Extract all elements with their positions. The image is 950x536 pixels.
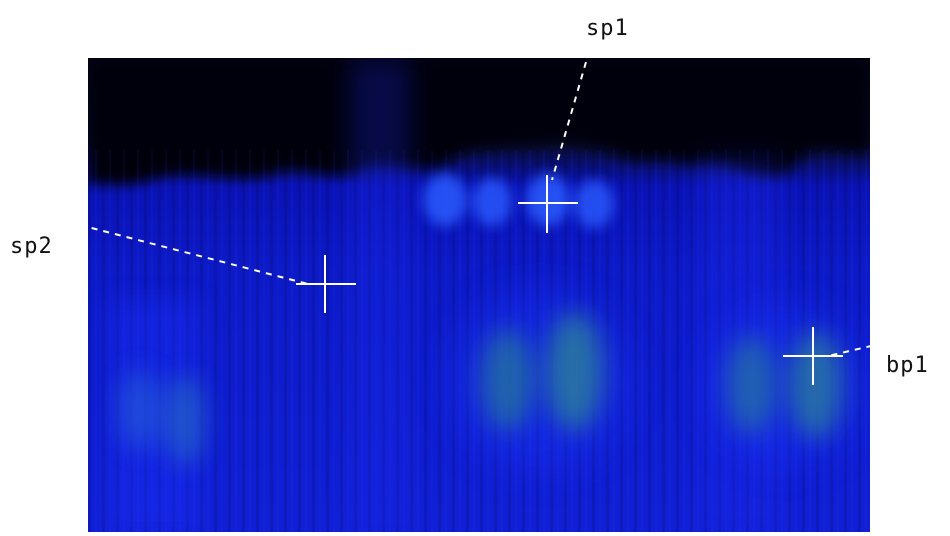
crosshair-bp1	[783, 327, 843, 385]
bp1-label: bp1	[886, 353, 929, 378]
crosshair-sp2	[296, 255, 356, 313]
spectrogram-image	[88, 58, 870, 532]
annotation-leaders	[79, 61, 885, 357]
sp1-label: sp1	[586, 16, 629, 41]
sp2-label: sp2	[10, 234, 53, 259]
crosshair-sp1	[518, 175, 578, 233]
sp2-leader-line	[79, 224, 309, 285]
bp1-leader-line	[827, 342, 885, 357]
sp1-leader-line	[551, 61, 587, 181]
